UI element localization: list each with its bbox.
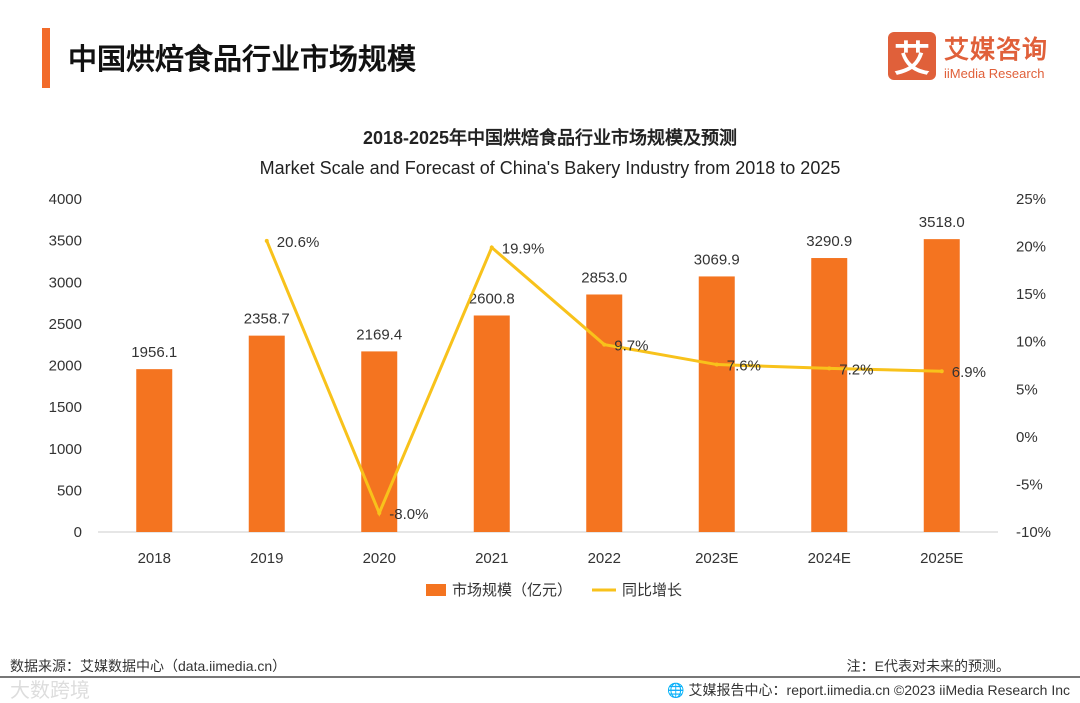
y-tick-label: 1500 — [49, 399, 82, 416]
y-tick-label: 1000 — [49, 441, 82, 458]
logo-cn: 艾媒咨询 — [944, 36, 1049, 64]
growth-point — [714, 362, 719, 367]
line-data-label: 19.9% — [502, 241, 545, 258]
footer-divider — [0, 676, 1080, 678]
bar-data-label: 1956.1 — [131, 344, 177, 361]
growth-point — [939, 369, 944, 374]
y2-tick-label: -5% — [1016, 476, 1043, 493]
line-data-label: 20.6% — [277, 234, 320, 251]
logo-mark: 艾 — [888, 31, 936, 80]
y-tick-label: 4000 — [49, 191, 82, 208]
growth-point — [264, 238, 269, 243]
bar — [361, 351, 398, 532]
x-tick-label: 2019 — [250, 550, 283, 567]
bar — [248, 335, 285, 532]
y2-tick-label: 0% — [1016, 429, 1038, 446]
y-tick-label: 3000 — [49, 274, 82, 291]
x-tick-label: 2025E — [920, 550, 963, 567]
chart-subtitle: Market Scale and Forecast of China's Bak… — [259, 158, 841, 178]
growth-point — [377, 510, 382, 515]
title-accent-bar — [42, 28, 50, 88]
logo-en: iiMedia Research — [944, 66, 1045, 81]
line-data-label: 7.6% — [727, 358, 761, 375]
x-tick-label: 2021 — [475, 550, 508, 567]
y-tick-label: 500 — [57, 482, 82, 499]
report-footer: 🌐 艾媒报告中心：report.iimedia.cn ©2023 iiMedia… — [667, 682, 1070, 698]
y2-tick-label: 25% — [1016, 191, 1046, 208]
bar-data-label: 2169.4 — [356, 326, 402, 343]
forecast-note: 注：E代表对未来的预测。 — [846, 658, 1010, 674]
x-tick-label: 2018 — [138, 550, 171, 567]
line-data-label: 7.2% — [839, 361, 873, 378]
line-data-label: 6.9% — [952, 364, 986, 381]
growth-point — [827, 366, 832, 371]
x-tick-label: 2020 — [363, 550, 396, 567]
y-tick-label: 0 — [74, 524, 82, 541]
legend-bar-label: 市场规模（亿元） — [452, 582, 572, 599]
iimedia-logo: 艾 艾媒咨询 iiMedia Research — [888, 30, 1048, 81]
bar — [698, 276, 735, 532]
line-data-label: -8.0% — [389, 506, 428, 523]
watermark: 大数跨境 — [10, 680, 90, 702]
line-data-label: 9.7% — [614, 338, 648, 355]
x-tick-label: 2023E — [695, 550, 738, 567]
bar — [811, 258, 848, 532]
bar-data-label: 2853.0 — [581, 269, 627, 286]
bar-data-label: 2600.8 — [469, 290, 515, 307]
y-tick-label: 2500 — [49, 316, 82, 333]
bar — [136, 369, 173, 532]
legend-bar-swatch — [426, 584, 446, 596]
y2-tick-label: 10% — [1016, 334, 1046, 351]
bar-data-label: 3290.9 — [806, 233, 852, 250]
y-tick-label: 3500 — [49, 233, 82, 250]
y2-tick-label: 5% — [1016, 381, 1038, 398]
chart-title: 2018-2025年中国烘焙食品行业市场规模及预测 — [362, 128, 738, 148]
x-tick-label: 2024E — [808, 550, 851, 567]
bar-data-label: 2358.7 — [244, 311, 290, 328]
growth-point — [602, 342, 607, 347]
data-source: 数据来源：艾媒数据中心（data.iimedia.cn） — [10, 658, 287, 674]
growth-point — [489, 245, 494, 250]
bar — [923, 239, 960, 532]
chart: 0 500 1000 1500 2000 2500 3000 3500 4000 -10% -5% 0… — [49, 191, 1051, 599]
y2-tick-label: -10% — [1016, 524, 1051, 541]
bar — [473, 315, 510, 532]
y2-tick-label: 15% — [1016, 286, 1046, 303]
y2-tick-label: 20% — [1016, 239, 1046, 256]
bar-data-label: 3518.0 — [919, 214, 965, 231]
y-tick-label: 2000 — [49, 358, 82, 375]
bar — [586, 294, 623, 532]
report-credit: 艾媒报告中心：report.iimedia.cn ©2023 iiMedia R… — [688, 682, 1070, 698]
page-title: 中国烘焙食品行业市场规模 — [68, 44, 417, 76]
x-tick-label: 2022 — [588, 550, 621, 567]
bar-data-label: 3069.9 — [694, 251, 740, 268]
legend-line-label: 同比增长 — [622, 582, 682, 599]
